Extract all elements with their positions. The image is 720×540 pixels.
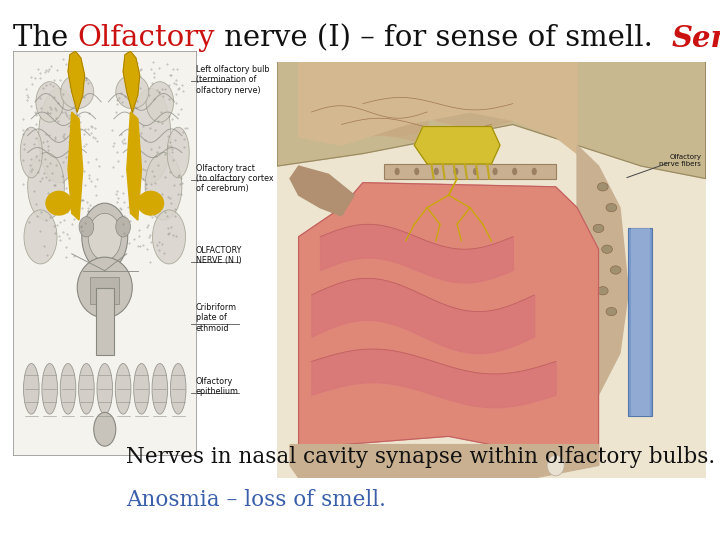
Ellipse shape bbox=[433, 168, 439, 175]
Ellipse shape bbox=[89, 213, 121, 261]
Ellipse shape bbox=[115, 363, 131, 414]
Ellipse shape bbox=[152, 363, 168, 414]
Ellipse shape bbox=[78, 363, 94, 414]
Ellipse shape bbox=[60, 363, 76, 414]
Polygon shape bbox=[68, 51, 84, 112]
Ellipse shape bbox=[598, 183, 608, 191]
Text: The: The bbox=[13, 24, 78, 52]
Text: Sensory: Sensory bbox=[671, 24, 720, 53]
Bar bbox=[631, 228, 650, 416]
Ellipse shape bbox=[167, 127, 189, 178]
Polygon shape bbox=[277, 62, 706, 179]
Ellipse shape bbox=[138, 191, 163, 215]
Ellipse shape bbox=[77, 257, 132, 318]
Ellipse shape bbox=[606, 204, 617, 212]
Text: nerve (I) – for sense of smell.: nerve (I) – for sense of smell. bbox=[215, 24, 671, 52]
Ellipse shape bbox=[24, 210, 57, 264]
Bar bbox=[96, 287, 114, 355]
Ellipse shape bbox=[79, 217, 94, 237]
Ellipse shape bbox=[414, 168, 419, 175]
Ellipse shape bbox=[42, 363, 58, 414]
Ellipse shape bbox=[492, 168, 498, 175]
Text: Olfactory tract
(to olfactory cortex
of cerebrum): Olfactory tract (to olfactory cortex of … bbox=[196, 164, 274, 193]
Polygon shape bbox=[290, 444, 598, 478]
Text: Olfactory
nerve fibers: Olfactory nerve fibers bbox=[660, 153, 701, 166]
Polygon shape bbox=[299, 183, 598, 465]
Ellipse shape bbox=[36, 82, 63, 122]
Polygon shape bbox=[414, 126, 500, 164]
Text: OLFACTORY
NERVE (N I): OLFACTORY NERVE (N I) bbox=[196, 246, 242, 265]
Bar bbox=[90, 278, 120, 305]
Polygon shape bbox=[299, 62, 577, 153]
Ellipse shape bbox=[512, 168, 517, 175]
Polygon shape bbox=[68, 112, 83, 220]
Ellipse shape bbox=[602, 245, 613, 253]
Ellipse shape bbox=[46, 191, 72, 215]
Ellipse shape bbox=[153, 210, 186, 264]
Ellipse shape bbox=[134, 363, 149, 414]
Ellipse shape bbox=[145, 152, 182, 220]
Bar bbox=[384, 164, 556, 179]
Ellipse shape bbox=[531, 168, 537, 175]
Ellipse shape bbox=[611, 266, 621, 274]
Ellipse shape bbox=[97, 363, 112, 414]
Ellipse shape bbox=[24, 363, 39, 414]
Polygon shape bbox=[127, 112, 141, 220]
Ellipse shape bbox=[94, 413, 116, 446]
Text: Cribriform
plate of
ethmoid: Cribriform plate of ethmoid bbox=[196, 303, 237, 333]
Polygon shape bbox=[577, 145, 629, 395]
Text: Anosmia – loss of smell.: Anosmia – loss of smell. bbox=[126, 489, 386, 511]
Ellipse shape bbox=[593, 224, 604, 233]
Text: Nerves in nasal cavity synapse within olfactory bulbs.: Nerves in nasal cavity synapse within ol… bbox=[126, 446, 715, 468]
Ellipse shape bbox=[598, 287, 608, 295]
Ellipse shape bbox=[171, 363, 186, 414]
Ellipse shape bbox=[547, 455, 564, 476]
Text: Olfactory
epithelium: Olfactory epithelium bbox=[196, 377, 238, 396]
Ellipse shape bbox=[116, 217, 130, 237]
Ellipse shape bbox=[146, 82, 174, 122]
Polygon shape bbox=[290, 166, 354, 216]
Ellipse shape bbox=[473, 168, 478, 175]
Ellipse shape bbox=[20, 127, 42, 178]
Ellipse shape bbox=[130, 89, 171, 183]
Ellipse shape bbox=[454, 168, 459, 175]
Text: Left olfactory bulb
(termination of
olfactory nerve): Left olfactory bulb (termination of olfa… bbox=[196, 65, 269, 95]
Ellipse shape bbox=[606, 307, 617, 316]
Polygon shape bbox=[123, 51, 140, 112]
Ellipse shape bbox=[116, 75, 149, 109]
Ellipse shape bbox=[27, 152, 64, 220]
Ellipse shape bbox=[60, 75, 94, 109]
Ellipse shape bbox=[39, 89, 79, 183]
Ellipse shape bbox=[82, 203, 127, 271]
Ellipse shape bbox=[395, 168, 400, 175]
Text: Olfactory: Olfactory bbox=[78, 24, 215, 52]
Bar bbox=[629, 228, 652, 416]
